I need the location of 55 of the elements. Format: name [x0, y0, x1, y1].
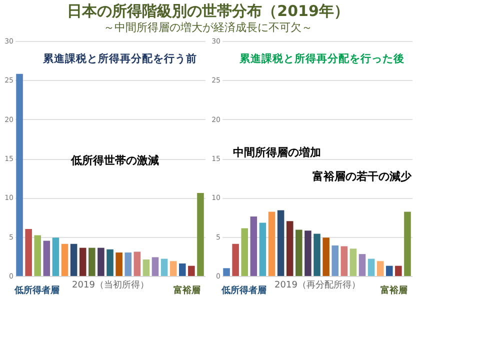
text: 低所得者層 — [14, 285, 60, 296]
bar — [142, 260, 150, 276]
bar — [188, 266, 195, 276]
bar — [322, 238, 330, 276]
text: 富裕層 — [174, 285, 200, 296]
bar — [124, 252, 132, 276]
bar — [79, 248, 86, 276]
bar — [376, 261, 384, 276]
bar — [332, 245, 338, 276]
bar — [134, 252, 141, 276]
chart-subtitle: ～中間所得層の増大が経済成長に不可欠～ — [104, 21, 313, 34]
bar — [340, 246, 348, 276]
bar — [223, 268, 230, 276]
bar — [116, 252, 122, 276]
bar — [34, 235, 42, 276]
bar — [43, 240, 50, 276]
text: 富裕層 — [380, 285, 408, 296]
bar — [395, 266, 402, 276]
bar — [16, 74, 23, 276]
annotation: 累進課税と所得再分配を行う前 — [42, 52, 197, 65]
bar — [277, 210, 284, 276]
text: 低所得者層 — [220, 285, 266, 296]
bar — [178, 263, 186, 276]
bar — [106, 249, 114, 276]
bar — [259, 222, 266, 276]
bar — [358, 254, 366, 276]
bar — [304, 230, 312, 276]
bar — [98, 248, 104, 276]
bar — [170, 261, 177, 276]
bar — [160, 258, 168, 276]
bar — [250, 216, 258, 276]
annotation: 中間所得層の増加 — [233, 146, 321, 159]
bar — [70, 244, 78, 276]
x-axis-title: 2019（再分配所得） — [274, 280, 360, 290]
bar — [152, 257, 159, 276]
bar — [25, 229, 32, 276]
bar — [404, 212, 411, 276]
annotation: 累進課税と所得再分配を行った後 — [238, 52, 404, 65]
chart-title: 日本の所得階級別の世帯分布（2019年） — [67, 2, 349, 20]
bar — [286, 221, 294, 276]
bar — [88, 248, 96, 276]
bar — [368, 258, 375, 276]
bar — [296, 230, 302, 276]
bar — [232, 244, 239, 276]
bar — [52, 238, 60, 276]
bar — [386, 266, 393, 276]
annotation: 富裕層の若干の減少 — [312, 170, 412, 183]
bar — [241, 228, 248, 276]
bar — [314, 234, 320, 276]
annotation: 低所得世帯の激減 — [70, 154, 159, 167]
bar — [350, 248, 357, 276]
bar — [61, 244, 68, 276]
bar — [268, 212, 276, 276]
bar — [197, 192, 204, 276]
x-axis-title: 2019（当初所得） — [72, 280, 149, 290]
